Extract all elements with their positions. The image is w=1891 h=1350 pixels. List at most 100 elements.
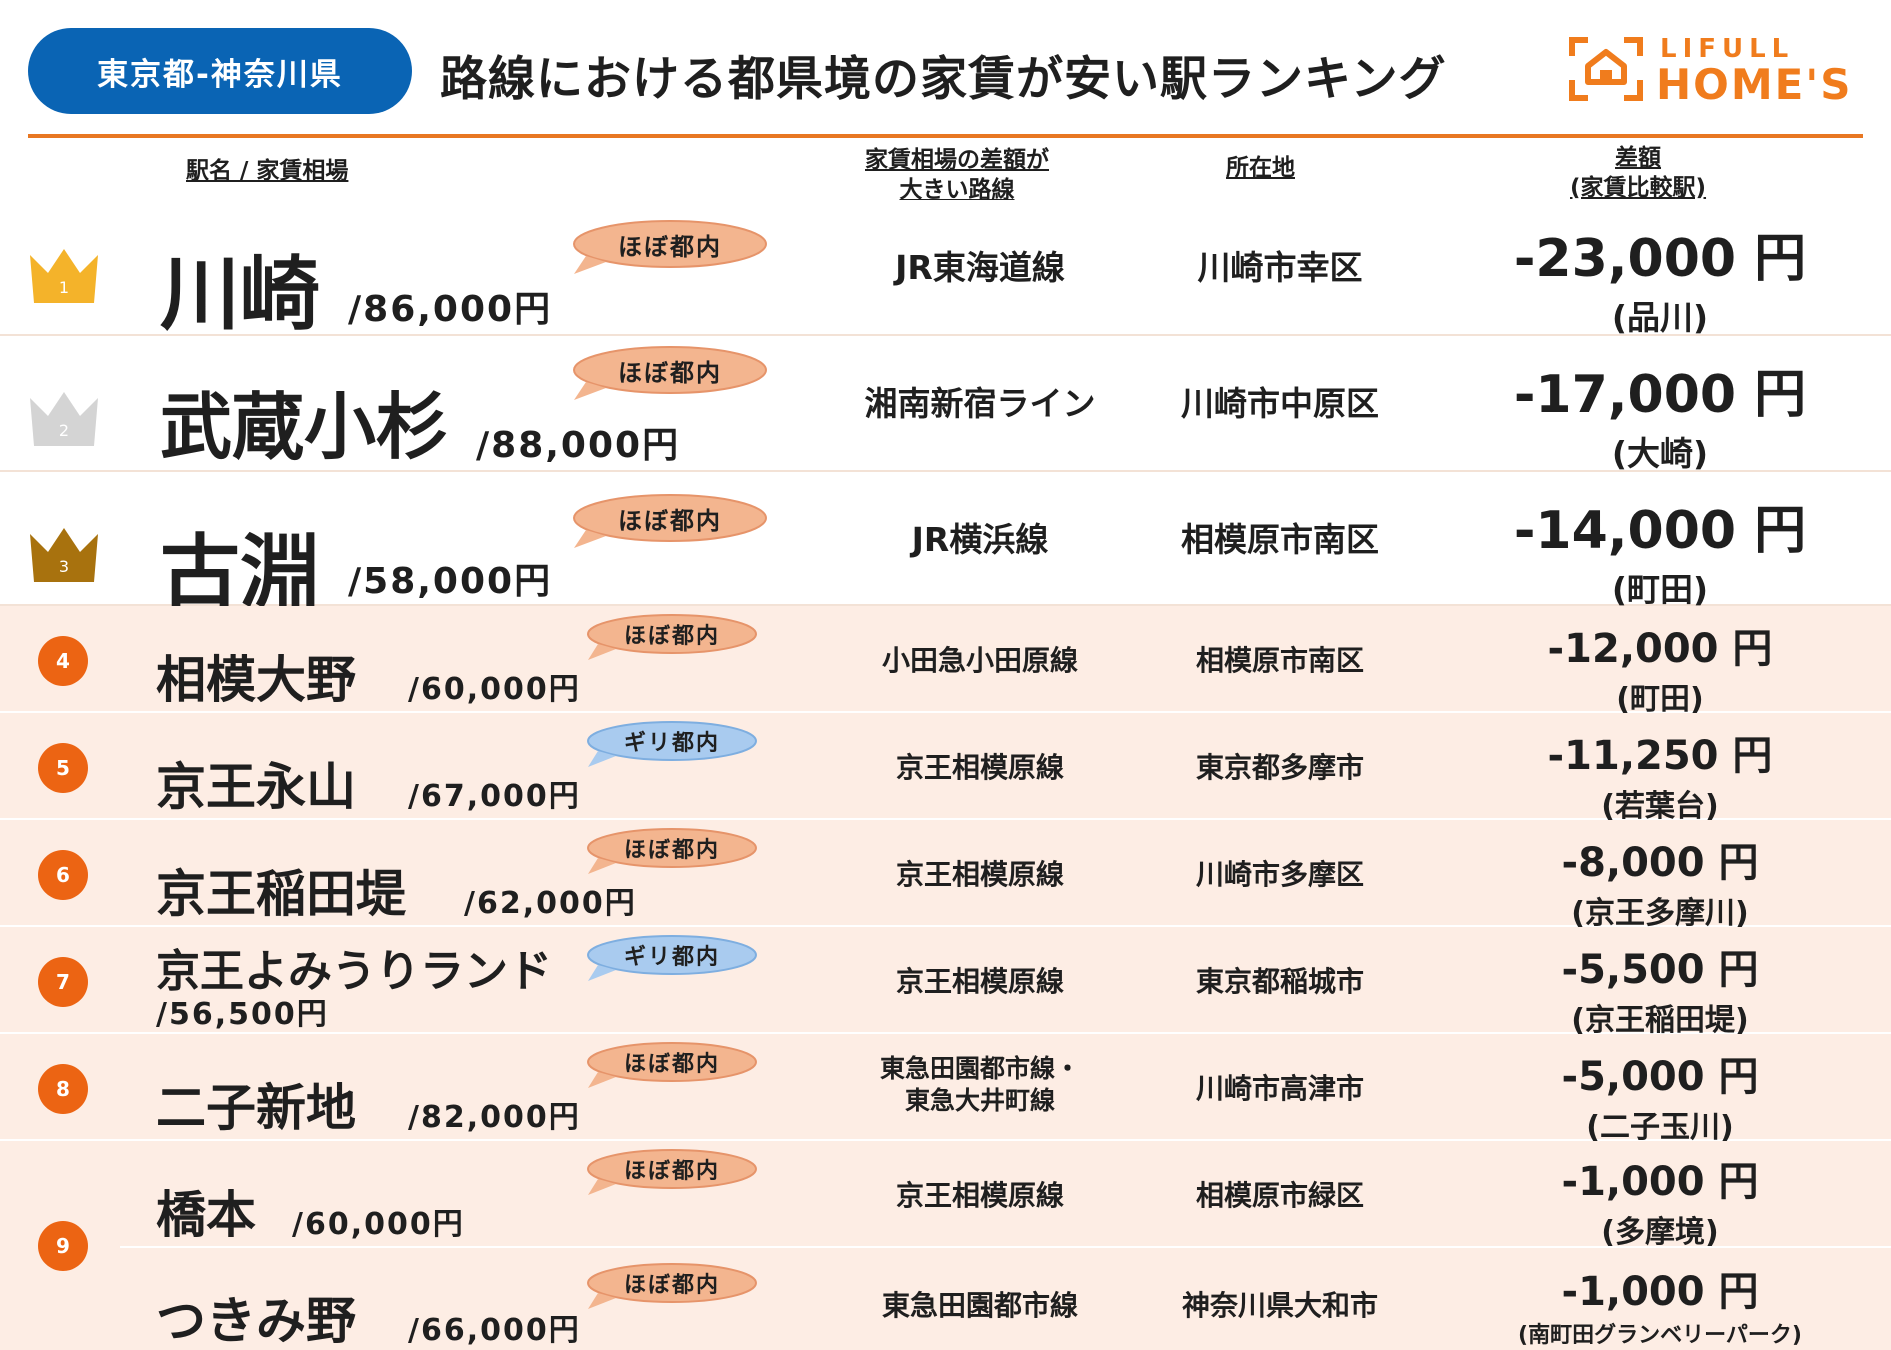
rank-number: 1 <box>59 278 69 297</box>
diff-compare-station: (町田) <box>1611 570 1709 609</box>
diff-cell: -1,000 円 (南町田グランベリーパーク) <box>1480 1259 1840 1349</box>
ranking-row-5: 5 京王永山 /67,000円 ギリ都内 京王相模原線 東京都多摩市 -11,2… <box>0 713 1891 824</box>
station-rent: /60,000円 <box>292 1207 465 1242</box>
location-cell: 相模原市南区 <box>1195 644 1364 677</box>
diff-compare-station: (多摩境) <box>1601 1215 1719 1250</box>
badge-label: ほぼ都内 <box>623 624 720 649</box>
station-rent: /58,000円 <box>348 561 553 602</box>
diff-cell: -17,000 円 (大崎) <box>1480 352 1840 475</box>
diff-cell: -14,000 円 (町田) <box>1480 488 1840 611</box>
station-name: 武蔵小杉 <box>160 385 449 469</box>
station-name: 京王稲田堤 <box>156 865 406 923</box>
station-name: 京王よみうりランド <box>156 946 552 997</box>
line-cell: 湘南新宿ライン <box>864 384 1096 423</box>
badge-almost-tokyo: ほぼ都内 <box>586 828 758 874</box>
diff-cell: -1,000 円 (多摩境) <box>1480 1149 1840 1251</box>
line-cell: 京王相模原線 <box>895 965 1064 998</box>
station-rent: /60,000円 <box>408 672 581 707</box>
diff-cell: -11,250 円 (若葉台) <box>1480 723 1840 825</box>
badge-almost-tokyo: ほぼ都内 <box>572 494 768 548</box>
badge-label: ギリ都内 <box>623 731 720 756</box>
location-cell: 相模原市緑区 <box>1195 1179 1364 1212</box>
station-rent: /82,000円 <box>408 1100 581 1135</box>
line-cell: 京王相模原線 <box>895 751 1064 784</box>
diff-compare-station: (京王稲田堤) <box>1571 1003 1749 1038</box>
line-cell: JR横浜線 <box>911 520 1049 559</box>
badge-label: ほぼ都内 <box>623 1273 720 1298</box>
badge-label: ほぼ都内 <box>623 1159 720 1184</box>
badge-label: ほぼ都内 <box>623 1052 720 1077</box>
badge-almost-tokyo: ほぼ都内 <box>586 614 758 660</box>
col-header-location: 所在地 <box>1226 155 1295 181</box>
line-cell: 小田急小田原線 <box>881 644 1078 677</box>
diff-compare-station: (二子玉川) <box>1586 1110 1734 1145</box>
diff-compare-station: (若葉台) <box>1601 789 1719 824</box>
lifull-homes-logo: LIFULL HOME'S <box>1568 34 1858 109</box>
station-rent: /86,000円 <box>348 289 553 330</box>
diff-amount: -5,500 円 <box>1561 947 1759 993</box>
ranking-row-9-group: 9 橋本 /60,000円 ほぼ都内 京王相模原線 相模原市緑区 -1,000 … <box>0 1141 1891 1350</box>
location-cell: 川崎市高津市 <box>1195 1072 1364 1105</box>
header-divider <box>28 134 1863 138</box>
diff-cell: -5,500 円 (京王稲田堤) <box>1480 937 1840 1039</box>
rank-number: 2 <box>59 421 69 440</box>
badge-barely-tokyo: ギリ都内 <box>586 935 758 981</box>
rank-badge: 8 <box>38 1064 88 1114</box>
station-name: 二子新地 <box>156 1079 356 1137</box>
line-cell: 東急田園都市線 <box>881 1289 1078 1322</box>
station-rent: /66,000円 <box>408 1313 581 1348</box>
diff-compare-station: (京王多摩川) <box>1571 896 1749 931</box>
badge-label: ほぼ都内 <box>623 838 720 863</box>
location-cell: 東京都稲城市 <box>1195 965 1364 998</box>
rank-badge: 6 <box>38 850 88 900</box>
badge-label: ほぼ都内 <box>618 232 722 261</box>
station-rent: /56,500円 <box>156 997 329 1032</box>
gold-crown-icon: 1 <box>30 249 98 303</box>
line-cell: JR東海道線 <box>895 248 1065 287</box>
badge-almost-tokyo: ほぼ都内 <box>586 1263 758 1309</box>
diff-compare-station: (南町田グランベリーパーク) <box>1518 1323 1802 1348</box>
badge-almost-tokyo: ほぼ都内 <box>572 346 768 400</box>
badge-almost-tokyo: ほぼ都内 <box>572 220 768 274</box>
diff-cell: -8,000 円 (京王多摩川) <box>1480 830 1840 932</box>
row-divider <box>120 1246 1891 1248</box>
rank-badge: 5 <box>38 743 88 793</box>
ranking-row-1: 1 川崎 /86,000円 ほぼ都内 JR東海道線 川崎市幸区 -23,000 … <box>0 200 1891 341</box>
logo-text-bottom: HOME'S <box>1656 60 1853 109</box>
col-header-diff-1: 差額 <box>1615 145 1662 171</box>
badge-label: ギリ都内 <box>623 945 720 970</box>
diff-amount: -17,000 円 <box>1513 365 1807 425</box>
diff-compare-station: (品川) <box>1611 298 1709 337</box>
diff-amount: -14,000 円 <box>1513 501 1807 561</box>
location-cell: 川崎市多摩区 <box>1195 858 1364 891</box>
line-cell: 京王相模原線 <box>895 1179 1064 1212</box>
station-name: 橋本 <box>156 1186 256 1244</box>
station-name: 古淵 <box>160 526 320 619</box>
badge-barely-tokyo: ギリ都内 <box>586 721 758 767</box>
badge-label: ほぼ都内 <box>618 506 722 535</box>
ranking-row-4: 4 相模大野 /60,000円 ほぼ都内 小田急小田原線 相模原市南区 -12,… <box>0 606 1891 717</box>
bronze-crown-icon: 3 <box>30 528 98 582</box>
diff-amount: -5,000 円 <box>1561 1054 1759 1100</box>
rank-badge: 4 <box>38 636 88 686</box>
col-header-line-1: 家賃相場の差額が <box>865 147 1049 173</box>
region-badge: 東京都-神奈川県 <box>28 28 412 114</box>
page-title: 路線における都県境の家賃が安い駅ランキング <box>440 52 1447 107</box>
station-name: つきみ野 <box>156 1292 356 1350</box>
silver-crown-icon: 2 <box>30 392 98 446</box>
line-cell: 東急田園都市線・ 東急大井町線 <box>830 1050 1130 1120</box>
location-cell: 相模原市南区 <box>1181 520 1379 559</box>
station-name: 京王永山 <box>156 758 356 816</box>
location-cell: 東京都多摩市 <box>1195 751 1364 784</box>
rank-badge: 7 <box>38 957 88 1007</box>
station-name: 川崎 <box>160 248 320 341</box>
ranking-row-7: 7 京王よみうりランド /56,500円 ギリ都内 京王相模原線 東京都稲城市 … <box>0 927 1891 1038</box>
diff-amount: -1,000 円 <box>1561 1159 1759 1205</box>
location-cell: 神奈川県大和市 <box>1181 1289 1378 1322</box>
house-logo-icon <box>1569 37 1643 101</box>
station-rent: /88,000円 <box>476 425 681 466</box>
col-header-line-2: 大きい路線 <box>899 176 1015 203</box>
line-cell: 京王相模原線 <box>895 858 1064 891</box>
rank-badge: 9 <box>38 1221 88 1271</box>
station-rent: /67,000円 <box>408 779 581 814</box>
